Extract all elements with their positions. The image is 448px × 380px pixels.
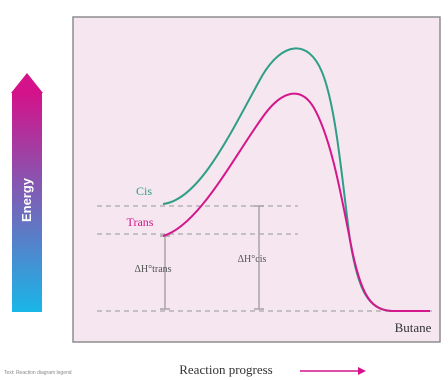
x-axis-label: Reaction progress bbox=[179, 362, 273, 377]
cis-curve-label: Cis bbox=[136, 184, 152, 198]
butane-label: Butane bbox=[395, 320, 432, 335]
trans-energy-curve bbox=[162, 92, 430, 312]
reference-lines bbox=[97, 205, 432, 312]
x-axis-arrow bbox=[300, 367, 366, 375]
energy-axis-arrow: Energy bbox=[11, 73, 43, 312]
delta-h-trans-label: ΔH°trans bbox=[134, 264, 171, 275]
delta-h-brackets bbox=[160, 205, 264, 310]
source-credit: Text: Reaction diagram legend bbox=[4, 370, 72, 376]
plot-area bbox=[72, 16, 441, 343]
delta-h-cis-label: ΔH°cis bbox=[238, 254, 267, 265]
energy-arrow-shaft bbox=[12, 92, 42, 312]
trans-curve-label: Trans bbox=[127, 215, 154, 229]
energy-arrow-head bbox=[11, 73, 43, 93]
energy-axis-label: Energy bbox=[19, 177, 34, 222]
